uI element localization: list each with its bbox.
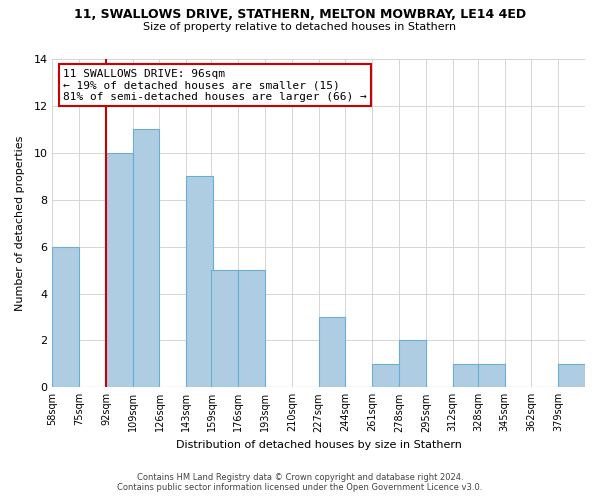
Bar bbox=[133, 130, 160, 388]
Bar bbox=[372, 364, 399, 388]
Bar bbox=[238, 270, 265, 388]
Text: 11 SWALLOWS DRIVE: 96sqm
← 19% of detached houses are smaller (15)
81% of semi-d: 11 SWALLOWS DRIVE: 96sqm ← 19% of detach… bbox=[63, 69, 367, 102]
Text: Contains HM Land Registry data © Crown copyright and database right 2024.
Contai: Contains HM Land Registry data © Crown c… bbox=[118, 473, 482, 492]
Bar bbox=[558, 364, 585, 388]
Text: Size of property relative to detached houses in Stathern: Size of property relative to detached ho… bbox=[143, 22, 457, 32]
Bar bbox=[106, 153, 133, 388]
Bar bbox=[452, 364, 479, 388]
Bar bbox=[478, 364, 505, 388]
Bar bbox=[319, 317, 346, 388]
Bar bbox=[52, 246, 79, 388]
Y-axis label: Number of detached properties: Number of detached properties bbox=[15, 136, 25, 311]
Text: 11, SWALLOWS DRIVE, STATHERN, MELTON MOWBRAY, LE14 4ED: 11, SWALLOWS DRIVE, STATHERN, MELTON MOW… bbox=[74, 8, 526, 20]
Bar bbox=[399, 340, 426, 388]
X-axis label: Distribution of detached houses by size in Stathern: Distribution of detached houses by size … bbox=[176, 440, 461, 450]
Bar bbox=[186, 176, 213, 388]
Bar bbox=[211, 270, 238, 388]
